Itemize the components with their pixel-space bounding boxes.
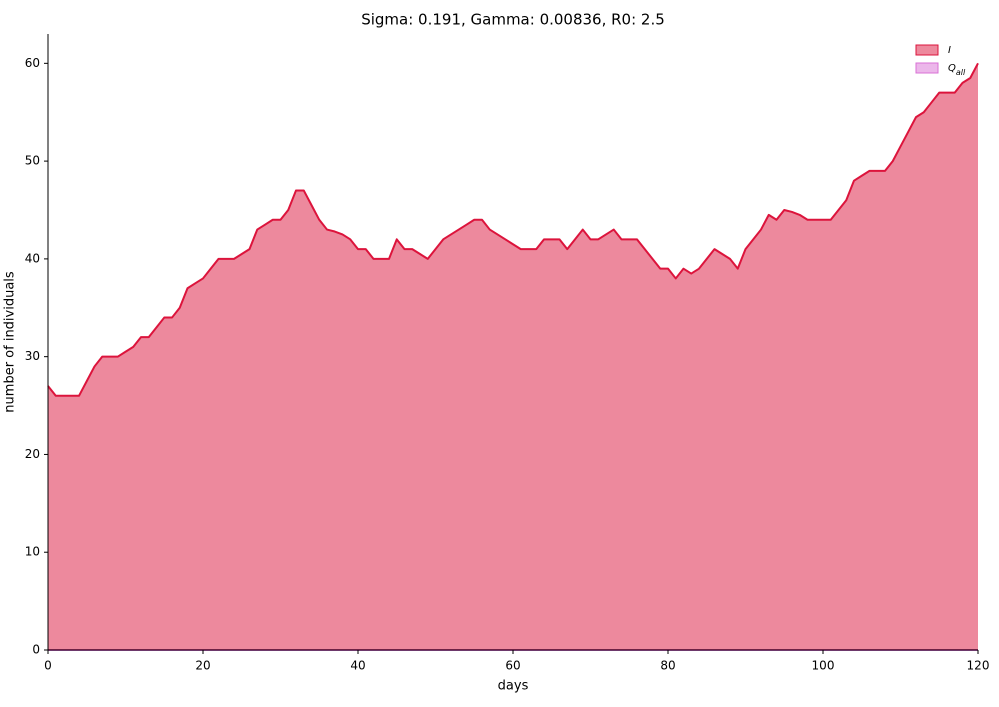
legend-label: I [948, 45, 951, 56]
y-tick-label: 0 [32, 643, 40, 657]
y-axis-label: number of individuals [3, 271, 18, 413]
y-tick-label: 50 [25, 154, 40, 168]
legend-label: Qall [948, 63, 966, 77]
x-axis-label: days [498, 679, 529, 694]
x-tick-label: 0 [44, 659, 52, 673]
area [48, 63, 978, 650]
x-tick-label: 120 [967, 659, 990, 673]
chart-title: Sigma: 0.191, Gamma: 0.00836, R0: 2.5 [361, 11, 665, 29]
y-tick-label: 60 [25, 56, 40, 70]
legend-swatch [915, 44, 939, 56]
y-tick-label: 30 [25, 349, 40, 363]
x-tick-label: 80 [660, 659, 675, 673]
line [47, 62, 979, 397]
y-tick-label: 10 [25, 545, 40, 559]
y-tick-label: 40 [25, 251, 40, 265]
y-tick-label: 20 [25, 447, 40, 461]
x-tick-label: 40 [350, 659, 365, 673]
x-tick-label: 20 [195, 659, 210, 673]
x-tick-label: 60 [505, 659, 520, 673]
legend-swatch [915, 62, 939, 74]
x-tick-label: 100 [812, 659, 835, 673]
